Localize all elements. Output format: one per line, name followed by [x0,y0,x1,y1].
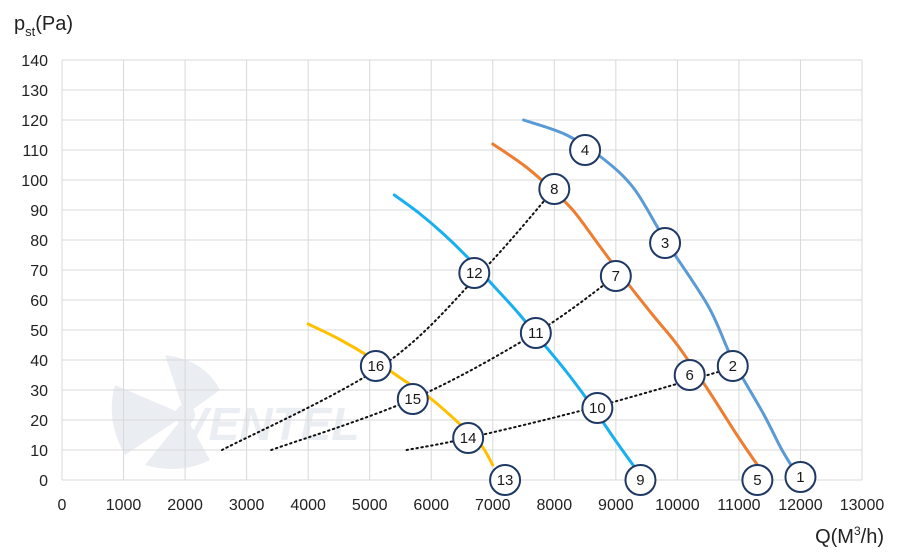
marker-circle [784,461,817,493]
marker-circle [452,422,485,454]
marker-circle [741,464,774,496]
marker-circle [396,383,429,415]
marker-circle [624,464,657,496]
x-tick-label: 8000 [537,497,573,514]
y-tick-label: 50 [30,323,48,340]
x-axis-ticks: 0 1000 2000 3000 4000 5000 6000 7000 8000 9000 100… [58,497,885,514]
curve-marker-12: 12 [458,257,491,289]
fan-curve-1 [522,118,801,479]
watermark-text: VENTEL [178,398,359,450]
y-tick-label: 10 [30,443,48,460]
marker-label: 11 [528,325,544,342]
marker-label: 7 [612,268,620,285]
marker-label: 13 [497,472,514,489]
marker-circle [458,257,491,289]
marker-circle [716,350,749,382]
y-tick-label: 80 [30,233,48,250]
curve-marker-15: 15 [396,383,429,415]
x-tick-label: 4000 [290,497,326,514]
marker-label: 3 [661,235,669,252]
marker-label: 12 [466,265,483,282]
curve-marker-6: 6 [673,359,706,391]
marker-label: 4 [581,142,589,159]
x-tick-label: 5000 [352,497,388,514]
y-tick-label: 40 [30,353,48,370]
curve-marker-13: 13 [489,464,522,496]
curve-marker-7: 7 [599,260,632,292]
y-axis-title: pst(Pa) [14,13,73,39]
marker-label: 14 [460,430,477,447]
operating-line-2 [270,275,617,451]
marker-circle [673,359,706,391]
marker-circle [519,317,552,349]
x-tick-label: 2000 [167,497,203,514]
marker-label: 5 [753,472,761,489]
y-tick-label: 120 [21,113,48,130]
x-tick-label: 11000 [717,497,760,514]
marker-circle [569,134,602,166]
y-tick-label: 30 [30,383,48,400]
x-tick-label: 1000 [106,497,142,514]
marker-label: 8 [550,181,558,198]
x-tick-label: 0 [58,497,67,514]
curve-marker-9: 9 [624,464,657,496]
y-tick-label: 100 [21,173,48,190]
y-tick-label: 110 [22,143,48,160]
curve-marker-1: 1 [784,461,817,493]
marker-label: 6 [686,367,694,384]
y-tick-label: 20 [30,413,48,430]
marker-label: 10 [589,400,606,417]
marker-circle [649,227,682,259]
curve-marker-16: 16 [359,350,392,382]
ventel-watermark: VENTEL [111,355,359,469]
y-tick-label: 70 [30,263,48,280]
curve-marker-3: 3 [649,227,682,259]
marker-circle [538,173,571,205]
y-tick-label: 60 [30,293,48,310]
curve-marker-14: 14 [452,422,485,454]
x-tick-label: 6000 [413,497,449,514]
marker-label: 9 [636,472,644,489]
marker-label: 1 [796,469,804,486]
curve-marker-2: 2 [716,350,749,382]
y-tick-label: 0 [39,473,48,490]
x-tick-label: 9000 [598,497,634,514]
curve-marker-11: 11 [519,317,552,349]
x-tick-label: 10000 [655,497,700,514]
curve-marker-5: 5 [741,464,774,496]
y-tick-label: 140 [21,53,48,70]
curve-marker-4: 4 [569,134,602,166]
y-axis-ticks: 0 10 20 30 40 50 60 70 80 90 100 110 120 130 140 [21,53,48,490]
x-axis-title: Q(M3/h) [815,524,884,548]
marker-label: 2 [729,358,737,375]
x-tick-label: 12000 [778,497,823,514]
marker-circle [489,464,522,496]
marker-circle [359,350,392,382]
x-tick-label: 3000 [229,497,265,514]
marker-label: 16 [368,358,385,375]
curve-marker-10: 10 [581,392,614,424]
marker-circle [581,392,614,424]
marker-circle [599,260,632,292]
operating-line-1 [221,188,556,451]
x-tick-label: 7000 [475,497,511,514]
x-tick-label: 13000 [840,497,885,514]
y-tick-label: 130 [21,83,48,100]
curve-marker-8: 8 [538,173,571,205]
y-tick-label: 90 [30,203,48,220]
marker-label: 15 [404,391,421,408]
